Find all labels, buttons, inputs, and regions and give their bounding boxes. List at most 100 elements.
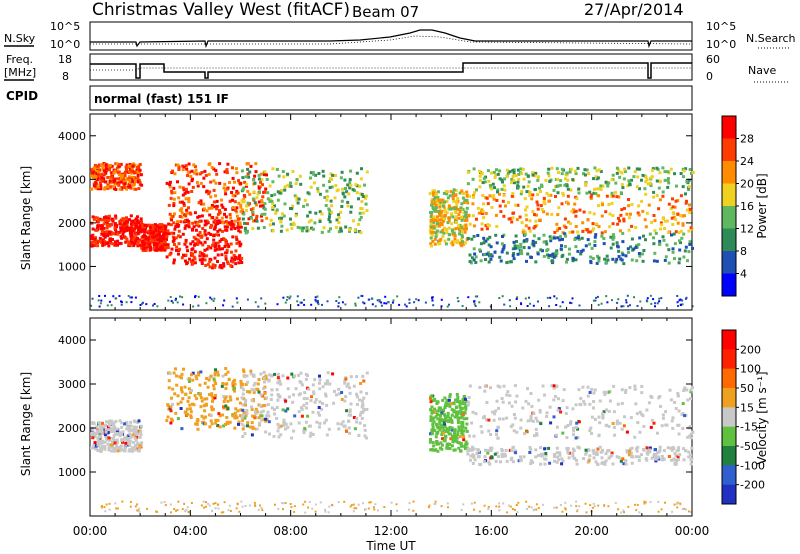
data-cell <box>237 201 241 205</box>
data-cell <box>185 211 189 215</box>
data-cell <box>450 408 454 412</box>
y-tick-label: 2000 <box>58 422 86 435</box>
data-cell <box>216 260 219 263</box>
data-cell <box>222 400 226 404</box>
data-cell <box>253 388 257 392</box>
data-cell <box>245 374 249 378</box>
data-cell <box>180 390 184 394</box>
data-cell <box>520 189 524 193</box>
data-cell <box>689 462 693 466</box>
data-cell <box>445 228 449 232</box>
data-cell <box>115 507 118 510</box>
data-cell <box>213 396 217 400</box>
data-cell <box>296 295 299 298</box>
data-cell <box>198 258 202 262</box>
data-cell <box>330 210 334 214</box>
data-cell <box>580 236 584 240</box>
data-cell <box>659 221 663 225</box>
colorbar-tick-label: 15 <box>740 401 754 414</box>
data-cell <box>360 294 363 297</box>
data-cell <box>548 235 552 239</box>
data-cell <box>663 170 667 174</box>
data-cell <box>640 391 644 395</box>
data-cell <box>506 511 509 514</box>
data-cell <box>238 414 242 418</box>
colorbar-tick-label: 100 <box>740 363 761 376</box>
data-cell <box>558 227 562 230</box>
data-cell <box>432 215 436 219</box>
data-cell <box>228 181 231 184</box>
data-cell <box>231 381 235 385</box>
data-cell <box>130 167 134 171</box>
data-cell <box>671 250 675 254</box>
data-cell <box>146 245 150 249</box>
data-cell <box>353 228 357 232</box>
data-cell <box>588 402 592 406</box>
data-cell <box>290 207 294 211</box>
data-cell <box>181 508 184 511</box>
data-cell <box>688 434 692 438</box>
data-cell <box>567 456 571 460</box>
data-cell <box>571 407 575 411</box>
data-cell <box>161 248 165 252</box>
data-cell <box>347 426 351 430</box>
data-cell <box>643 500 646 503</box>
data-cell <box>676 301 679 304</box>
data-cell <box>173 227 177 231</box>
data-cell <box>98 423 102 427</box>
data-cell <box>479 242 483 246</box>
data-cell <box>522 455 526 459</box>
data-cell <box>289 295 292 298</box>
data-cell <box>214 241 218 245</box>
data-cell <box>637 167 641 171</box>
data-cell <box>649 425 653 429</box>
data-cell <box>333 389 336 393</box>
data-cell <box>567 220 571 224</box>
data-cell <box>259 404 262 408</box>
data-cell <box>92 217 96 221</box>
data-cell <box>574 425 578 429</box>
data-cell <box>199 199 203 203</box>
velocity-colorbar-label: Velocity [m s⁻¹] <box>755 371 769 464</box>
data-cell <box>531 171 535 175</box>
data-cell <box>577 191 581 195</box>
data-cell <box>126 220 129 224</box>
data-cell <box>685 180 689 183</box>
data-cell <box>103 187 107 191</box>
data-cell <box>115 429 119 433</box>
data-cell <box>135 430 139 434</box>
data-cell <box>103 433 107 437</box>
data-cell <box>349 205 353 209</box>
data-cell <box>234 414 238 418</box>
data-cell <box>572 257 575 261</box>
data-cell <box>326 300 329 303</box>
data-cell <box>112 437 115 440</box>
data-cell <box>116 449 120 453</box>
data-cell <box>216 222 220 225</box>
data-cell <box>669 167 673 171</box>
data-cell <box>532 304 535 307</box>
data-cell <box>261 394 265 398</box>
data-cell <box>289 181 292 185</box>
data-cell <box>258 190 261 194</box>
data-cell <box>96 436 100 440</box>
data-cell <box>447 506 449 509</box>
data-cell <box>235 238 239 242</box>
data-cell <box>261 204 265 208</box>
data-cell <box>231 166 234 170</box>
data-cell <box>318 374 321 378</box>
data-cell <box>218 239 222 243</box>
data-cell <box>547 256 551 259</box>
data-cell <box>174 163 178 167</box>
data-cell <box>476 234 480 237</box>
data-cell <box>575 462 579 466</box>
data-cell <box>224 372 228 376</box>
colorbar-tick-label: 200 <box>740 343 761 356</box>
data-cell <box>453 210 457 213</box>
data-cell <box>180 376 183 380</box>
data-cell <box>445 200 449 203</box>
colorbar-segment <box>722 426 736 447</box>
data-cell <box>207 206 211 210</box>
data-cell <box>204 264 208 267</box>
data-cell <box>148 248 152 252</box>
